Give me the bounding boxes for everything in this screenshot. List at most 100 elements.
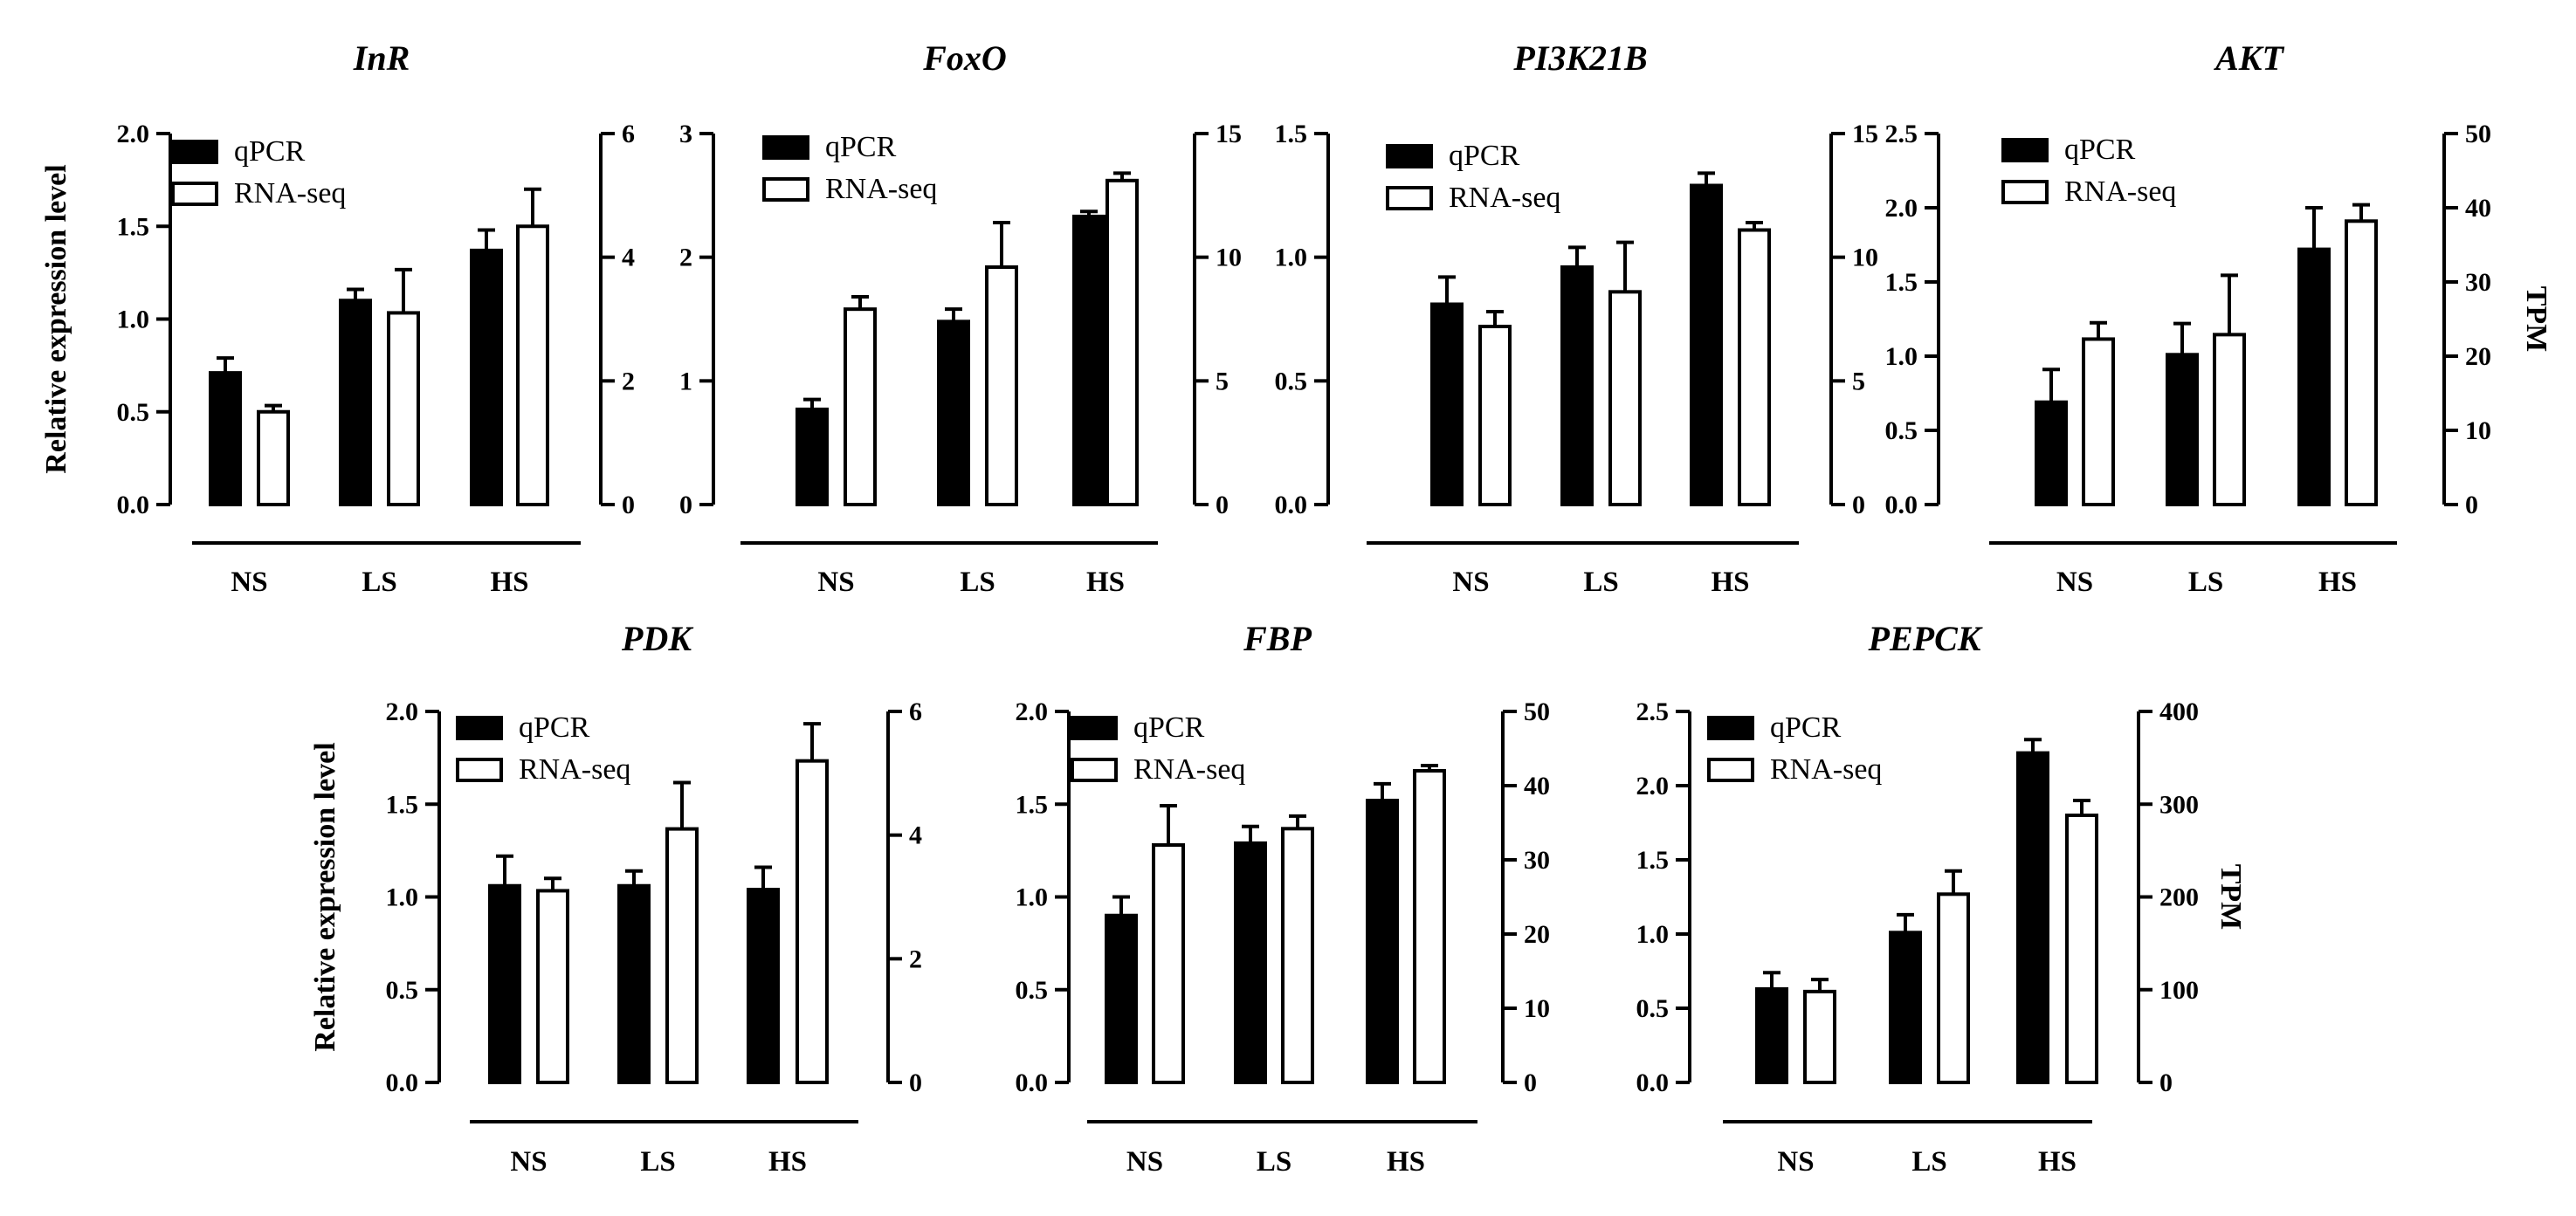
- qpcr-bar-ls: [2166, 353, 2199, 506]
- legend-label-qpcr: qPCR: [1133, 711, 1205, 744]
- qpcr-bar-hs: [1690, 183, 1723, 506]
- legend-swatch-qpcr: [2001, 138, 2049, 162]
- rnaseq-bar-hs: [2065, 814, 2098, 1084]
- qpcr-bar-ls: [617, 883, 651, 1084]
- legend-swatch-qpcr: [1386, 144, 1433, 168]
- category-label: NS: [2056, 567, 2093, 598]
- legend-label-rnaseq: RNA-seq: [2064, 175, 2176, 208]
- legend: qPCR RNA-seq: [1386, 140, 1560, 214]
- right-axis-tick-label: 10: [1524, 994, 1550, 1023]
- y2-axis-title: TPM: [2214, 864, 2247, 931]
- chart-title: InR: [353, 38, 410, 78]
- left-axis-tick-label: 1.0: [1636, 920, 1670, 949]
- right-axis-tick-label: 40: [2465, 194, 2491, 223]
- left-axis-tick-label: 2.0: [386, 697, 419, 726]
- right-axis-tick-label: 6: [622, 120, 635, 148]
- left-axis-tick-label: 0.0: [1275, 491, 1308, 519]
- right-axis-tick-label: 50: [1524, 697, 1550, 726]
- category-label: LS: [1257, 1146, 1291, 1178]
- left-axis-tick-label: 1: [679, 367, 692, 395]
- qpcr-bar-ns: [1430, 302, 1464, 506]
- right-axis-tick-label: 50: [2465, 120, 2491, 148]
- legend-label-rnaseq: RNA-seq: [519, 753, 630, 786]
- chart-panel-inr: InR 0.0 0.5 1.0 1.5 2.0 0 2 4 6 Relative expressio…: [40, 38, 635, 598]
- category-label: NS: [817, 567, 854, 598]
- left-axis-tick-label: 1.5: [1016, 790, 1049, 819]
- left-axis-tick-label: 2.0: [1885, 194, 1918, 223]
- category-label: NS: [1126, 1146, 1163, 1178]
- rnaseq-bar-hs: [516, 224, 549, 506]
- chart-panel-pdk: PDK 0.0 0.5 1.0 1.5 2.0 0 2 4 6 Relative expressio…: [309, 619, 922, 1178]
- rnaseq-bar-ls: [665, 827, 699, 1084]
- rnaseq-bar-ns: [1152, 843, 1185, 1084]
- qpcr-bar-hs: [470, 248, 503, 506]
- left-axis-tick-label: 2.0: [1016, 697, 1049, 726]
- right-axis-tick-label: 4: [622, 244, 635, 272]
- rnaseq-bar-ls: [387, 311, 420, 506]
- legend-label-qpcr: qPCR: [1770, 711, 1842, 744]
- category-label: NS: [510, 1146, 547, 1178]
- left-axis-tick-label: 1.5: [386, 790, 419, 819]
- legend: qPCR RNA-seq: [762, 131, 937, 205]
- chart-title: FBP: [1243, 619, 1312, 658]
- right-axis-tick-label: 10: [1852, 244, 1878, 272]
- left-axis-tick-label: 0.0: [1016, 1068, 1049, 1097]
- legend-swatch-qpcr: [1071, 716, 1118, 740]
- qpcr-bar-hs: [2297, 247, 2331, 506]
- left-axis-tick-label: 0.5: [1885, 416, 1918, 445]
- right-axis-tick-label: 0: [1852, 491, 1865, 519]
- right-axis-tick-label: 400: [2159, 697, 2199, 726]
- category-label: LS: [1583, 567, 1618, 598]
- right-axis-tick-label: 15: [1216, 120, 1242, 148]
- rnaseq-bar-ls: [985, 265, 1018, 506]
- qpcr-bar-ls: [1889, 931, 1922, 1085]
- left-axis-tick-label: 1.0: [1016, 883, 1049, 912]
- right-axis-tick-label: 0: [622, 491, 635, 519]
- left-axis-tick-label: 0.0: [386, 1068, 419, 1097]
- legend-swatch-rnaseq: [171, 182, 218, 206]
- rnaseq-bar-hs: [2345, 219, 2378, 507]
- legend-label-rnaseq: RNA-seq: [825, 173, 937, 205]
- left-axis-tick-label: 0: [679, 491, 692, 519]
- legend-label-rnaseq: RNA-seq: [234, 177, 346, 210]
- right-axis-tick-label: 20: [1524, 920, 1550, 949]
- legend-label-qpcr: qPCR: [519, 711, 590, 744]
- category-label: LS: [960, 567, 995, 598]
- rnaseq-bar-hs: [1413, 769, 1446, 1084]
- category-label: HS: [490, 567, 528, 598]
- category-label: HS: [2038, 1146, 2077, 1178]
- left-axis-tick-label: 0.0: [1885, 491, 1918, 519]
- right-axis-tick-label: 0: [1216, 491, 1229, 519]
- rnaseq-bar-ns: [1803, 989, 1836, 1084]
- legend-label-rnaseq: RNA-seq: [1449, 182, 1560, 214]
- left-axis-tick-label: 2: [679, 244, 692, 272]
- category-label: NS: [1452, 567, 1489, 598]
- right-axis-tick-label: 6: [909, 697, 922, 726]
- rnaseq-bar-ns: [2082, 337, 2115, 507]
- qpcr-bar-hs: [747, 888, 780, 1084]
- right-axis-tick-label: 15: [1852, 120, 1878, 148]
- qpcr-bar-hs: [2016, 751, 2049, 1084]
- chart-title: PEPCK: [1868, 619, 1983, 658]
- legend-label-qpcr: qPCR: [825, 131, 897, 163]
- legend-swatch-qpcr: [456, 716, 503, 740]
- legend: qPCR RNA-seq: [1707, 711, 1882, 786]
- category-label: LS: [362, 567, 396, 598]
- category-label: LS: [1911, 1146, 1946, 1178]
- left-axis-tick-label: 0.0: [117, 491, 150, 519]
- qpcr-bar-hs: [1072, 214, 1105, 507]
- left-axis-tick-label: 2.0: [1636, 772, 1670, 800]
- qpcr-bar-ls: [1560, 265, 1594, 506]
- right-axis-tick-label: 0: [1524, 1068, 1537, 1097]
- rnaseq-bar-ns: [536, 889, 569, 1085]
- right-axis-tick-label: 30: [1524, 846, 1550, 875]
- rnaseq-bar-hs: [1105, 178, 1139, 506]
- legend-swatch-rnaseq: [1386, 186, 1433, 210]
- left-axis-tick-label: 2.5: [1636, 697, 1670, 726]
- rnaseq-bar-hs: [1738, 228, 1771, 506]
- y-axis-title: Relative expression level: [309, 742, 341, 1051]
- right-axis-tick-label: 0: [2159, 1068, 2173, 1097]
- left-axis-tick-label: 1.5: [117, 212, 150, 241]
- left-axis-tick-label: 1.0: [1275, 244, 1308, 272]
- right-axis-tick-label: 20: [2465, 342, 2491, 371]
